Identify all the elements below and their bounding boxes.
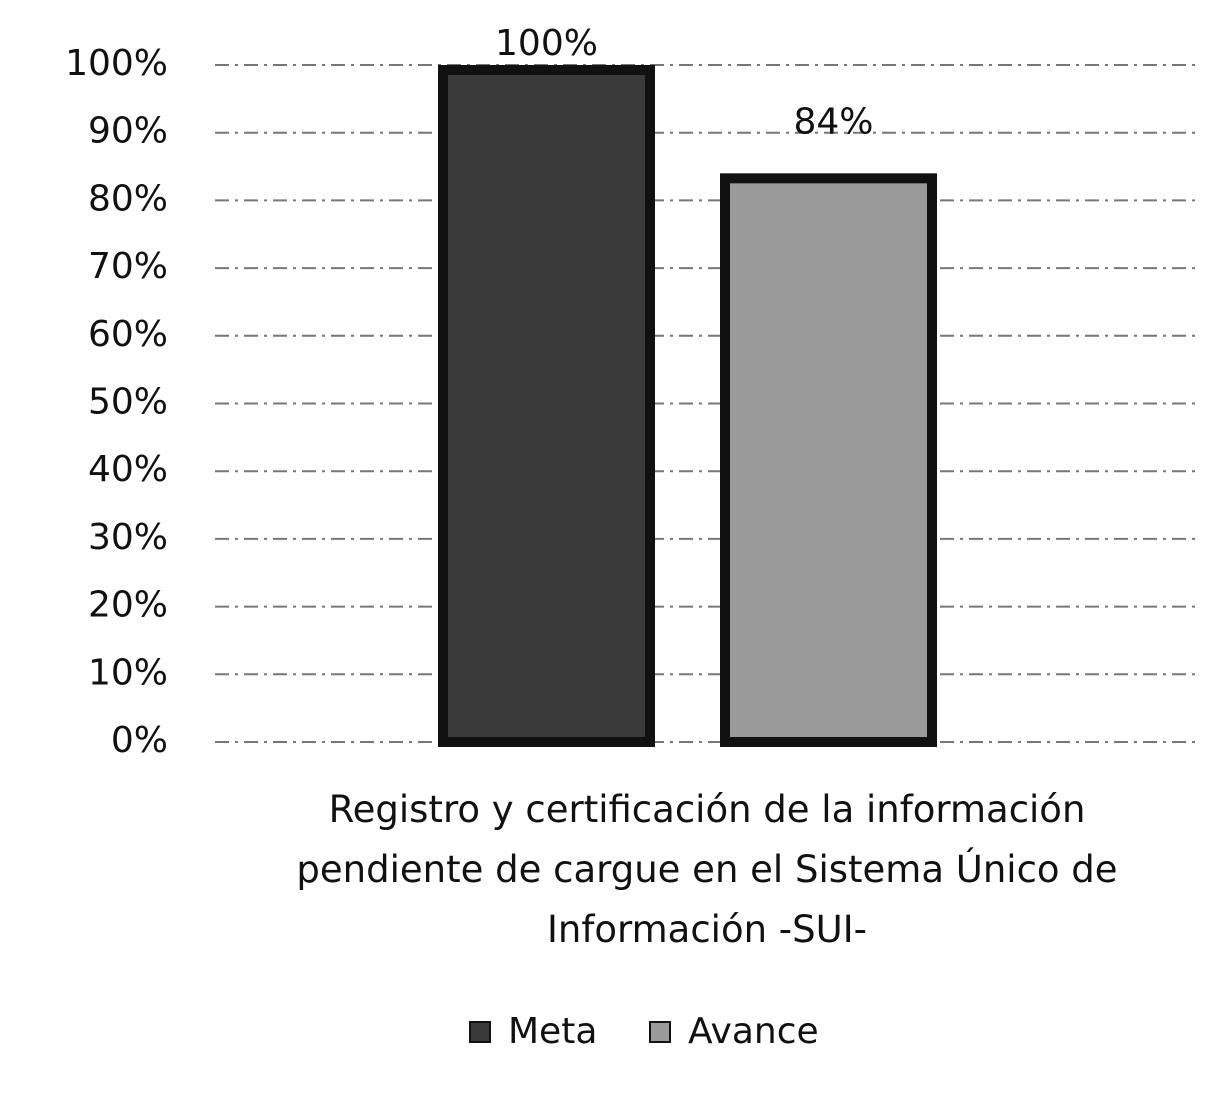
legend-label: Meta bbox=[508, 1011, 597, 1052]
legend-swatch bbox=[469, 1021, 491, 1043]
bar bbox=[438, 65, 655, 747]
y-tick-label: 100% bbox=[65, 43, 168, 84]
y-tick-label: 10% bbox=[88, 652, 168, 693]
y-tick-label: 0% bbox=[111, 720, 168, 761]
y-tick-label: 90% bbox=[88, 111, 168, 152]
data-label: 100% bbox=[495, 23, 598, 64]
y-tick-label: 70% bbox=[88, 246, 168, 287]
y-tick-label: 40% bbox=[88, 449, 168, 490]
bar bbox=[720, 173, 937, 747]
y-tick-label: 20% bbox=[88, 585, 168, 626]
x-category-label: Registro y certificación de la informaci… bbox=[296, 788, 1118, 951]
y-tick-label: 50% bbox=[88, 382, 168, 423]
legend-swatch bbox=[649, 1021, 671, 1043]
legend-label: Avance bbox=[688, 1011, 819, 1052]
y-tick-label: 60% bbox=[88, 314, 168, 355]
y-tick-label: 30% bbox=[88, 517, 168, 558]
y-tick-label: 80% bbox=[88, 178, 168, 219]
data-label: 84% bbox=[793, 101, 873, 142]
